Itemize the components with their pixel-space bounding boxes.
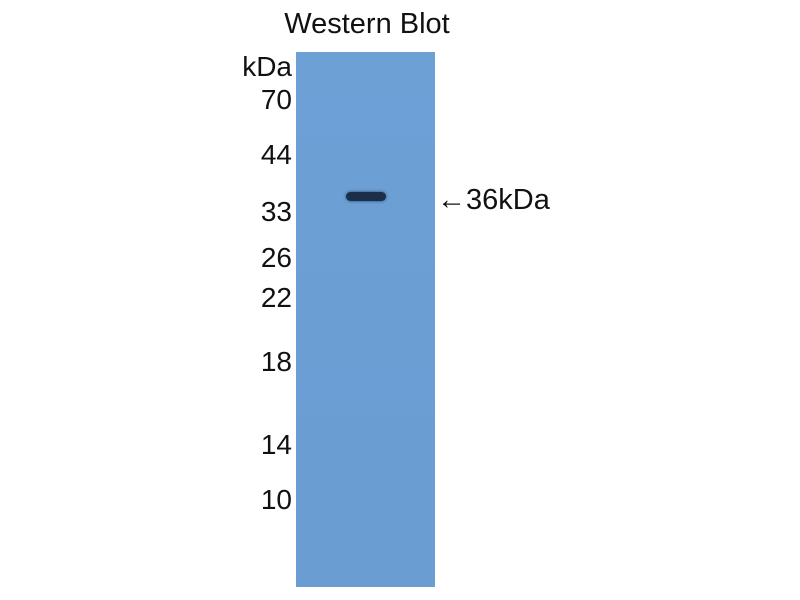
marker-26: 26 — [260, 242, 292, 273]
band-size-label: ←36kDa — [437, 184, 550, 216]
blot-membrane — [296, 52, 435, 587]
marker-18: 18 — [260, 346, 292, 377]
marker-22: 22 — [260, 282, 292, 313]
figure-title: Western Blot — [284, 8, 450, 40]
protein-band — [346, 192, 386, 201]
marker-10: 10 — [260, 484, 292, 515]
marker-14: 14 — [260, 429, 292, 460]
unit-label: kDa — [242, 51, 292, 82]
marker-33: 33 — [260, 196, 292, 227]
marker-44: 44 — [260, 139, 292, 170]
marker-70: 70 — [260, 84, 292, 115]
